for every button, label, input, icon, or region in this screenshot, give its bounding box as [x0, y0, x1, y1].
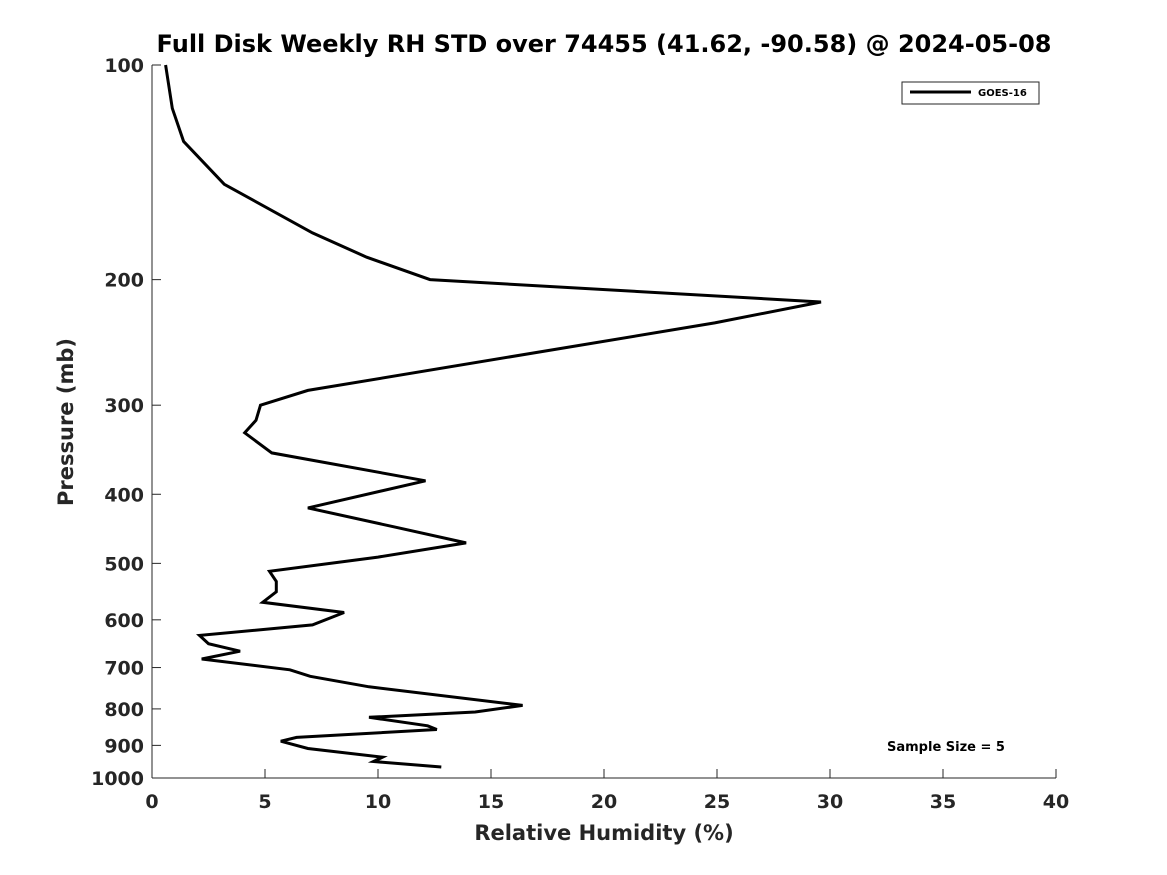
y-tick-label: 700: [104, 658, 144, 680]
y-tick-label: 100: [104, 55, 144, 77]
y-tick-label: 900: [104, 735, 144, 757]
y-tick-label: 800: [104, 699, 144, 721]
x-tick-label: 5: [258, 791, 271, 813]
y-tick-label: 500: [104, 553, 144, 575]
x-tick-label: 20: [591, 791, 617, 813]
y-tick-label: 400: [104, 484, 144, 506]
y-tick-label: 1000: [91, 768, 144, 790]
x-tick-label: 15: [478, 791, 504, 813]
y-tick-label: 300: [104, 395, 144, 417]
y-tick-label: 600: [104, 610, 144, 632]
chart-title: Full Disk Weekly RH STD over 74455 (41.6…: [157, 30, 1052, 58]
x-tick-label: 0: [145, 791, 158, 813]
axes: [151, 65, 1056, 779]
x-tick-label: 10: [365, 791, 391, 813]
x-tick-label: 25: [704, 791, 730, 813]
series-line-goes-16: [164, 64, 822, 769]
sample-size-annotation: Sample Size = 5: [887, 740, 1005, 755]
ticks: 0 5 10 15 20 25 30 35 40 100 200 300 400 500 600 700 800…: [91, 55, 1069, 813]
x-tick-label: 30: [817, 791, 843, 813]
x-axis-label: Relative Humidity (%): [474, 821, 733, 845]
x-tick-label: 40: [1043, 791, 1069, 813]
y-tick-label: 200: [104, 270, 144, 292]
legend: GOES-16: [901, 81, 1040, 105]
y-axis-label: Pressure (mb): [54, 338, 78, 506]
series-group: [164, 64, 822, 769]
y-axis-label-group: Pressure (mb): [54, 338, 78, 506]
x-tick-label: 35: [930, 791, 956, 813]
legend-label-goes-16: GOES-16: [978, 88, 1027, 99]
